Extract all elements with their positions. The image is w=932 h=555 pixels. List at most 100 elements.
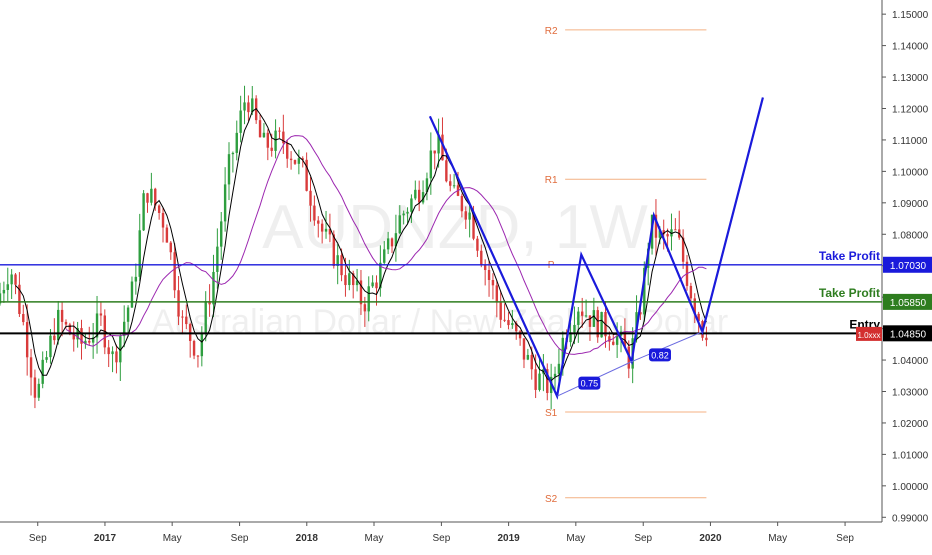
y-tick-label: 1.01000 [892, 450, 929, 461]
pivot-label: S1 [545, 408, 558, 419]
candle-body [398, 215, 401, 234]
candle-body [328, 228, 332, 235]
candle-body [53, 335, 56, 341]
candle-body [425, 178, 429, 193]
x-tick-label: 2017 [94, 533, 117, 544]
candle-body [658, 230, 662, 238]
candle-body [449, 181, 452, 186]
candle-body [95, 313, 99, 338]
candle-body [134, 276, 138, 282]
candle-body [18, 284, 21, 314]
candle-body [693, 298, 696, 314]
candle-body [297, 158, 301, 164]
candle-body [472, 212, 475, 239]
candle-body [154, 188, 157, 206]
x-tick-label: May [768, 533, 787, 544]
candle-body [530, 354, 533, 370]
y-tick-label: 1.03000 [892, 388, 929, 399]
candle-body [608, 336, 611, 342]
candle-body [623, 331, 627, 347]
candle-body [2, 289, 6, 294]
candle-body [320, 223, 324, 232]
candle-body [231, 152, 235, 155]
candle-body [577, 311, 580, 325]
candle-body [309, 190, 312, 206]
candle-body [29, 357, 33, 378]
candle-body [208, 301, 211, 305]
x-tick-label: Sep [231, 533, 249, 544]
candle-body [99, 313, 103, 316]
candle-body [227, 154, 231, 185]
price-badge [883, 293, 932, 310]
candle-body [282, 131, 285, 144]
x-tick-label: 2020 [699, 533, 722, 544]
candle-body [383, 249, 386, 263]
candle-body [200, 333, 204, 357]
candle-body [22, 313, 25, 323]
candle-body [270, 147, 273, 151]
y-tick-label: 0.99000 [892, 513, 929, 524]
candle-body [534, 369, 537, 390]
x-tick-label: Sep [634, 533, 652, 544]
candle-body [262, 132, 266, 138]
x-tick-label: May [163, 533, 182, 544]
candle-body [64, 321, 68, 325]
candle-body [390, 238, 394, 247]
candle-body [220, 221, 223, 247]
pivot-label: S2 [545, 494, 558, 505]
candle-body [600, 311, 603, 338]
candle-body [91, 337, 95, 343]
candle-body [491, 279, 495, 286]
candle-body [165, 227, 169, 243]
candle-body [161, 212, 165, 228]
candle-body [371, 282, 374, 287]
candle-body [10, 274, 13, 285]
y-tick-label: 1.12000 [892, 104, 929, 115]
candle-body [654, 214, 658, 238]
candle-body [705, 337, 708, 341]
level-label: Take Profit [819, 249, 880, 263]
candle-body [0, 293, 2, 304]
candle-body [204, 301, 207, 334]
candle-body [72, 334, 75, 340]
candle-body [332, 234, 336, 267]
candle-body [581, 311, 584, 316]
current-price-badge-label: 1.0xxx [857, 331, 880, 340]
candle-body [437, 134, 440, 154]
price-badge [883, 325, 932, 342]
candle-body [80, 328, 83, 344]
candle-body [68, 324, 72, 335]
candle-body [421, 192, 425, 203]
candle-body [235, 132, 238, 153]
candle-body [138, 230, 141, 277]
candle-body [336, 255, 339, 267]
candle-body [483, 265, 487, 271]
candle-body [596, 310, 599, 338]
candle-body [286, 143, 289, 159]
candle-body [612, 341, 615, 345]
candle-body [464, 211, 467, 220]
candle-body [499, 302, 502, 320]
candle-body [344, 275, 347, 286]
candle-body [119, 336, 122, 363]
pivot-label: P [548, 260, 555, 271]
candle-body [507, 320, 510, 326]
candle-body [417, 189, 421, 203]
candle-body [546, 369, 549, 394]
candle-body [452, 185, 456, 187]
candle-body [495, 285, 499, 303]
candle-body [386, 238, 390, 250]
candle-body [538, 373, 541, 390]
candle-body [615, 335, 619, 345]
candle-body [503, 319, 506, 321]
candle-body [14, 274, 17, 285]
candle-body [192, 340, 196, 356]
candle-body [49, 335, 52, 358]
candle-body [522, 338, 526, 360]
candle-body [681, 237, 685, 262]
candle-body [429, 150, 433, 179]
candle-body [433, 150, 436, 154]
ratio-connector [631, 331, 703, 363]
